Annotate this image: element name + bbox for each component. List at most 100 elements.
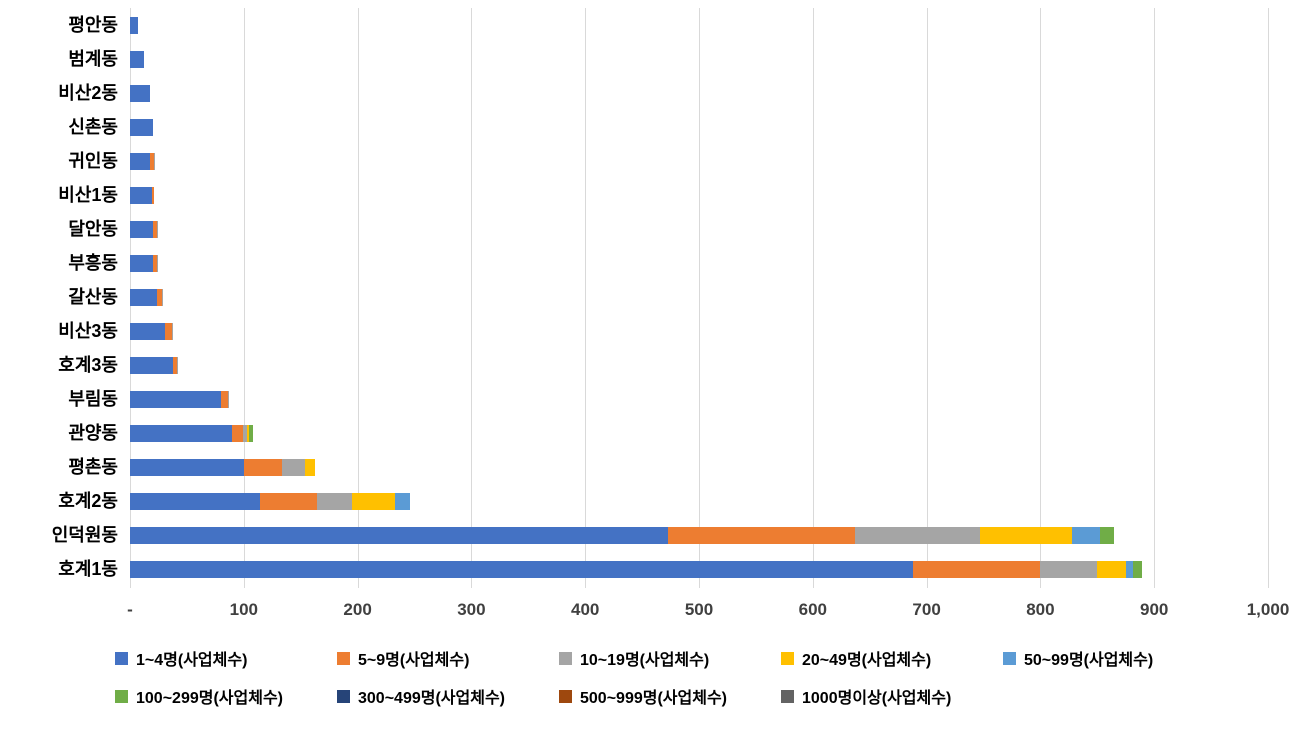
bar-row: 부림동 <box>0 382 1307 416</box>
bar-rows: 평안동 범계동 비산2동 신촌동 귀인동 비산1동 달안동 부흥동 갈산동 비산3동 호계3동 부림동… <box>0 8 1307 586</box>
bar-segment[interactable] <box>130 390 222 408</box>
bar-segment[interactable] <box>1040 560 1098 578</box>
bar-segment[interactable] <box>157 220 159 238</box>
bar-segment[interactable] <box>130 424 233 442</box>
x-tick-label: 700 <box>912 600 941 619</box>
legend-item[interactable]: 100~299명(사업체수) <box>115 684 337 708</box>
bar-segment[interactable] <box>172 322 174 340</box>
bar-segment[interactable] <box>249 424 253 442</box>
bar-segment[interactable] <box>130 50 144 68</box>
bar-track <box>130 50 1268 68</box>
bar-segment[interactable] <box>668 526 855 544</box>
x-tick-label: 600 <box>798 600 827 619</box>
bar-segment[interactable] <box>130 288 158 306</box>
x-tick-label: 400 <box>571 600 600 619</box>
bar-row: 인덕원동 <box>0 518 1307 552</box>
bar-track <box>130 16 1268 34</box>
legend-item[interactable]: 1000명이상(사업체수) <box>781 684 1003 708</box>
bar-segment[interactable] <box>351 492 396 510</box>
bar-segment[interactable] <box>151 186 154 204</box>
bar-track <box>130 186 1268 204</box>
category-label: 범계동 <box>68 49 118 69</box>
bar-segment[interactable] <box>176 356 178 374</box>
bar-segment[interactable] <box>130 356 174 374</box>
bar-track <box>130 560 1268 578</box>
legend-item[interactable]: 300~499명(사업체수) <box>337 684 559 708</box>
bar-segment[interactable] <box>130 560 913 578</box>
bar-segment[interactable] <box>243 458 283 476</box>
bar-segment[interactable] <box>130 16 138 34</box>
bar-segment[interactable] <box>130 526 669 544</box>
bar-segment[interactable] <box>130 220 153 238</box>
bar-segment[interactable] <box>232 424 243 442</box>
bar-segment[interactable] <box>854 526 981 544</box>
legend-swatch-icon <box>559 689 572 703</box>
category-label: 관양동 <box>68 423 118 443</box>
bar-segment[interactable] <box>247 424 250 442</box>
legend-item[interactable]: 500~999명(사업체수) <box>559 684 781 708</box>
bar-segment[interactable] <box>1132 560 1142 578</box>
bar-segment[interactable] <box>1072 526 1100 544</box>
legend-swatch-icon <box>781 651 794 665</box>
category-label: 호계3동 <box>58 355 118 375</box>
bar-segment[interactable] <box>980 526 1073 544</box>
category-label: 평촌동 <box>68 457 118 477</box>
bar-segment[interactable] <box>1099 526 1115 544</box>
bar-segment[interactable] <box>316 492 352 510</box>
bar-track <box>130 84 1268 102</box>
legend-item[interactable]: 50~99명(사업체수) <box>1003 646 1225 670</box>
x-tick-label: 500 <box>684 600 714 619</box>
bar-segment[interactable] <box>173 356 177 374</box>
bar-segment[interactable] <box>259 492 317 510</box>
bar-segment[interactable] <box>157 254 159 272</box>
bar-track <box>130 356 1268 374</box>
bar-segment[interactable] <box>130 254 153 272</box>
bar-row: 부흥동 <box>0 246 1307 280</box>
bar-segment[interactable] <box>1097 560 1126 578</box>
bar-segment[interactable] <box>157 288 162 306</box>
bar-segment[interactable] <box>305 458 316 476</box>
legend-item[interactable]: 5~9명(사업체수) <box>337 646 559 670</box>
bar-segment[interactable] <box>282 458 306 476</box>
x-tick-label: 900 <box>1140 600 1169 619</box>
chart-legend: 1~4명(사업체수) 5~9명(사업체수) 10~19명(사업체수) 20~49명(사… <box>115 646 1295 722</box>
category-label: 비산2동 <box>58 83 118 103</box>
bar-segment[interactable] <box>130 118 153 136</box>
bar-segment[interactable] <box>152 254 158 272</box>
category-label: 비산1동 <box>58 185 118 205</box>
bar-segment[interactable] <box>152 220 158 238</box>
bar-segment[interactable] <box>912 560 1041 578</box>
bar-segment[interactable] <box>165 322 173 340</box>
bar-row: 범계동 <box>0 42 1307 76</box>
bar-segment[interactable] <box>130 152 151 170</box>
x-tick-label: - <box>127 600 133 619</box>
x-tick-label: 100 <box>229 600 258 619</box>
category-label: 신촌동 <box>68 117 118 137</box>
bar-track <box>130 492 1268 510</box>
bar-segment[interactable] <box>130 458 244 476</box>
category-label: 인덕원동 <box>51 525 118 545</box>
bar-row: 평촌동 <box>0 450 1307 484</box>
legend-swatch-icon <box>337 689 350 703</box>
bar-segment[interactable] <box>227 390 229 408</box>
x-axis: - 100 200 300 400 500 600 700 800 900 1,000 <box>127 600 1289 628</box>
bar-segment[interactable] <box>130 186 152 204</box>
legend-swatch-icon <box>781 689 794 703</box>
bar-segment[interactable] <box>130 84 151 102</box>
legend-item[interactable]: 20~49명(사업체수) <box>781 646 1003 670</box>
bar-segment[interactable] <box>221 390 228 408</box>
bar-segment[interactable] <box>153 152 155 170</box>
bar-segment[interactable] <box>130 322 166 340</box>
bar-segment[interactable] <box>1125 560 1133 578</box>
legend-label: 5~9명(사업체수) <box>358 652 470 669</box>
legend-item[interactable]: 10~19명(사업체수) <box>559 646 781 670</box>
bar-segment[interactable] <box>130 492 260 510</box>
bar-segment[interactable] <box>150 152 154 170</box>
bar-segment[interactable] <box>161 288 163 306</box>
legend-item[interactable]: 1~4명(사업체수) <box>115 646 337 670</box>
bar-segment[interactable] <box>242 424 248 442</box>
bar-track <box>130 152 1268 170</box>
bar-segment[interactable] <box>395 492 410 510</box>
bar-track <box>130 220 1268 238</box>
